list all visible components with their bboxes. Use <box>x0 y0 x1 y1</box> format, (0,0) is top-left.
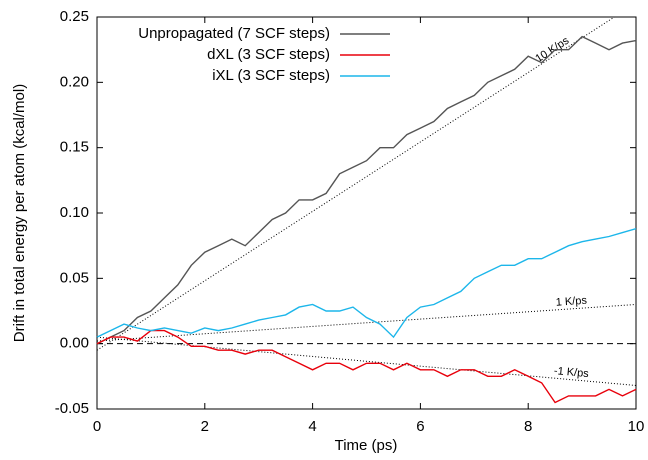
series-line <box>96 329 637 404</box>
y-axis-label: Drift in total energy per atom (kcal/mol… <box>11 84 28 342</box>
y-tick-label: 0.20 <box>60 73 89 90</box>
reference-label: -1 K/ps <box>553 365 589 380</box>
legend-label: Unpropagated (7 SCF steps) <box>138 25 330 42</box>
x-axis-label: Time (ps) <box>335 437 398 454</box>
series-line <box>96 228 637 339</box>
legend-label: dXL (3 SCF steps) <box>207 46 330 63</box>
y-tick-label: 0.00 <box>60 335 89 352</box>
x-tick-label: 2 <box>201 418 209 435</box>
reference-label: 1 K/ps <box>555 295 587 309</box>
x-tick-label: 4 <box>308 418 316 435</box>
y-tick-label: 0.05 <box>60 269 89 286</box>
y-tick-label: -0.05 <box>55 400 89 417</box>
legend-label: iXL (3 SCF steps) <box>212 67 330 84</box>
y-tick-label: 0.10 <box>60 204 89 221</box>
y-tick-label: 0.25 <box>60 8 89 25</box>
reference-line <box>96 16 615 351</box>
x-tick-label: 6 <box>416 418 424 435</box>
x-tick-label: 8 <box>524 418 532 435</box>
reference-line <box>96 336 637 386</box>
reference-line <box>96 303 637 342</box>
series-line <box>96 35 637 345</box>
x-tick-label: 10 <box>628 418 645 435</box>
x-tick-label: 0 <box>93 418 101 435</box>
y-tick-label: 0.15 <box>60 139 89 156</box>
